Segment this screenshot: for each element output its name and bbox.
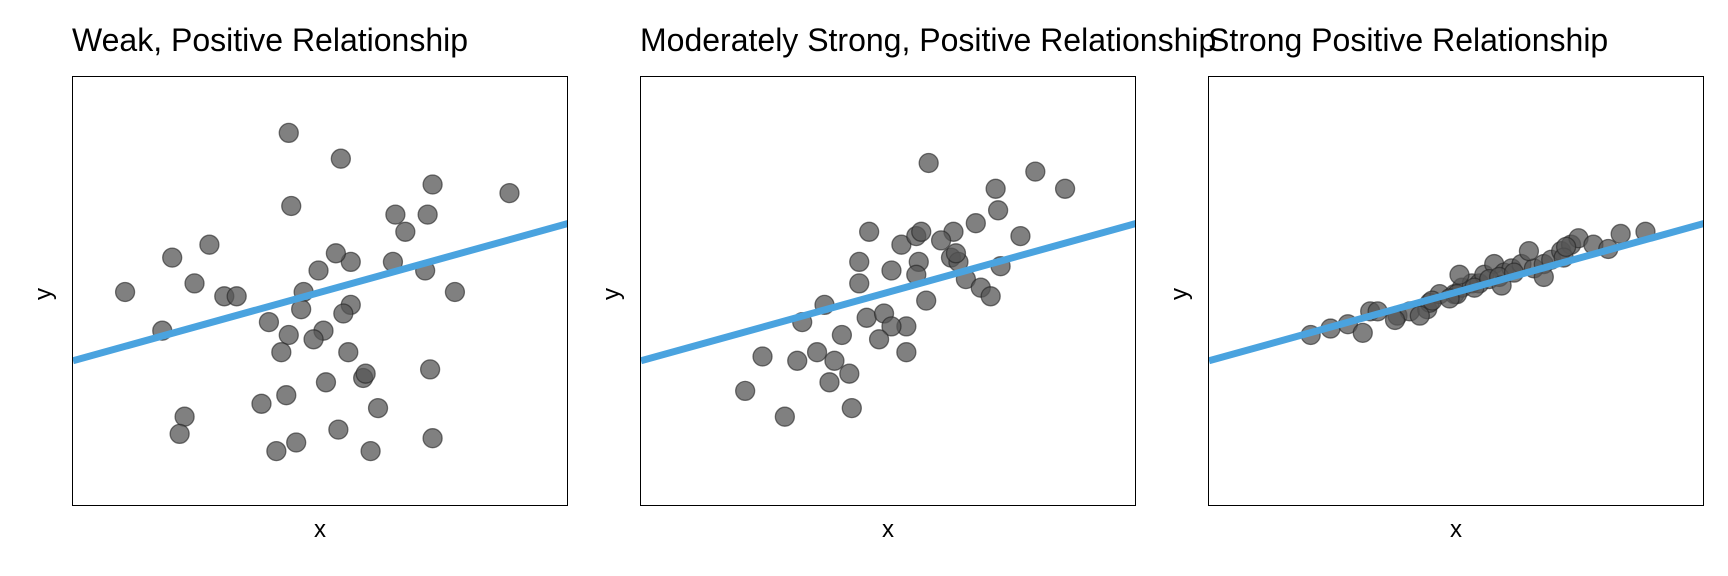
data-point xyxy=(916,290,937,311)
data-point xyxy=(987,200,1009,221)
data-point xyxy=(271,342,292,363)
data-point xyxy=(1555,236,1577,258)
data-point xyxy=(422,174,443,195)
data-point xyxy=(444,281,466,303)
chart-panel-moderate: Moderately Strong, Positive Relationship… xyxy=(598,0,1216,576)
data-point xyxy=(395,221,416,242)
data-point xyxy=(868,329,890,350)
y-axis-label: y xyxy=(1166,288,1193,300)
data-point xyxy=(1025,161,1046,182)
chart-title: Strong Positive Relationship xyxy=(1208,22,1609,58)
data-point xyxy=(831,324,853,346)
data-point xyxy=(735,380,756,402)
data-point xyxy=(367,397,389,419)
data-point xyxy=(419,359,441,380)
data-point xyxy=(752,346,773,367)
trend-line xyxy=(1209,220,1703,365)
data-point xyxy=(911,221,932,242)
data-point xyxy=(162,247,183,268)
scatter-plot xyxy=(73,122,567,462)
data-point xyxy=(881,260,902,281)
data-point xyxy=(849,251,870,273)
data-point xyxy=(422,428,443,449)
data-point xyxy=(199,234,220,255)
data-point xyxy=(839,363,860,384)
data-point xyxy=(278,324,299,346)
trend-line xyxy=(73,220,567,365)
chart-panel-strong: Strong Positive Relationship y x xyxy=(1166,0,1728,576)
data-point xyxy=(330,148,351,169)
scatter-points xyxy=(735,152,1076,427)
scatter-plot xyxy=(1209,220,1703,365)
plot-area xyxy=(72,76,568,506)
data-point xyxy=(278,122,299,144)
data-point xyxy=(985,178,1006,199)
data-point xyxy=(849,273,870,294)
x-axis-label: x xyxy=(314,516,326,543)
x-axis-label: x xyxy=(1450,516,1462,543)
data-point xyxy=(819,372,840,393)
data-point xyxy=(266,440,287,462)
data-point xyxy=(184,273,205,294)
data-point xyxy=(328,419,349,440)
data-point xyxy=(276,385,297,406)
data-point xyxy=(1409,305,1430,326)
data-point xyxy=(965,213,986,234)
data-point xyxy=(315,372,337,393)
data-point xyxy=(333,303,354,324)
data-point xyxy=(824,350,845,371)
data-point xyxy=(325,243,347,264)
data-point xyxy=(1010,225,1031,247)
data-point xyxy=(251,393,272,414)
data-point xyxy=(841,397,862,419)
data-point xyxy=(774,406,795,427)
data-point xyxy=(169,423,190,445)
data-point xyxy=(114,281,136,303)
data-point xyxy=(308,260,329,281)
data-point xyxy=(856,307,877,328)
data-point xyxy=(859,221,880,242)
data-point xyxy=(286,432,307,453)
data-point xyxy=(787,350,808,371)
data-point xyxy=(918,152,939,174)
data-point xyxy=(385,204,406,225)
data-point xyxy=(303,329,324,350)
chart-title: Moderately Strong, Positive Relationship xyxy=(640,22,1217,58)
data-point xyxy=(1449,264,1470,285)
chart-title: Weak, Positive Relationship xyxy=(72,22,469,58)
data-point xyxy=(945,243,967,264)
data-point xyxy=(1054,178,1076,199)
data-point xyxy=(174,406,195,427)
x-axis-label: x xyxy=(882,516,894,543)
data-point xyxy=(338,342,359,363)
data-point xyxy=(881,316,902,337)
y-axis-label: y xyxy=(598,288,625,300)
data-point xyxy=(1518,240,1540,262)
data-point xyxy=(355,363,376,384)
data-point xyxy=(258,311,280,333)
data-point xyxy=(226,286,247,307)
plot-area xyxy=(640,76,1136,506)
scatter-plot xyxy=(641,152,1135,427)
plot-area xyxy=(1208,76,1704,506)
data-point xyxy=(930,230,952,251)
data-point xyxy=(1352,322,1373,344)
data-point xyxy=(980,286,1001,307)
chart-panel-weak: Weak, Positive Relationship y x xyxy=(30,0,612,576)
trend-line xyxy=(641,220,1135,365)
data-point xyxy=(417,204,438,225)
scatter-points xyxy=(114,122,520,462)
data-point xyxy=(1610,223,1631,245)
data-point xyxy=(896,342,917,363)
y-axis-label: y xyxy=(30,288,57,300)
data-point xyxy=(806,342,828,363)
data-point xyxy=(360,440,381,462)
data-point xyxy=(499,182,520,204)
data-point xyxy=(281,195,302,217)
